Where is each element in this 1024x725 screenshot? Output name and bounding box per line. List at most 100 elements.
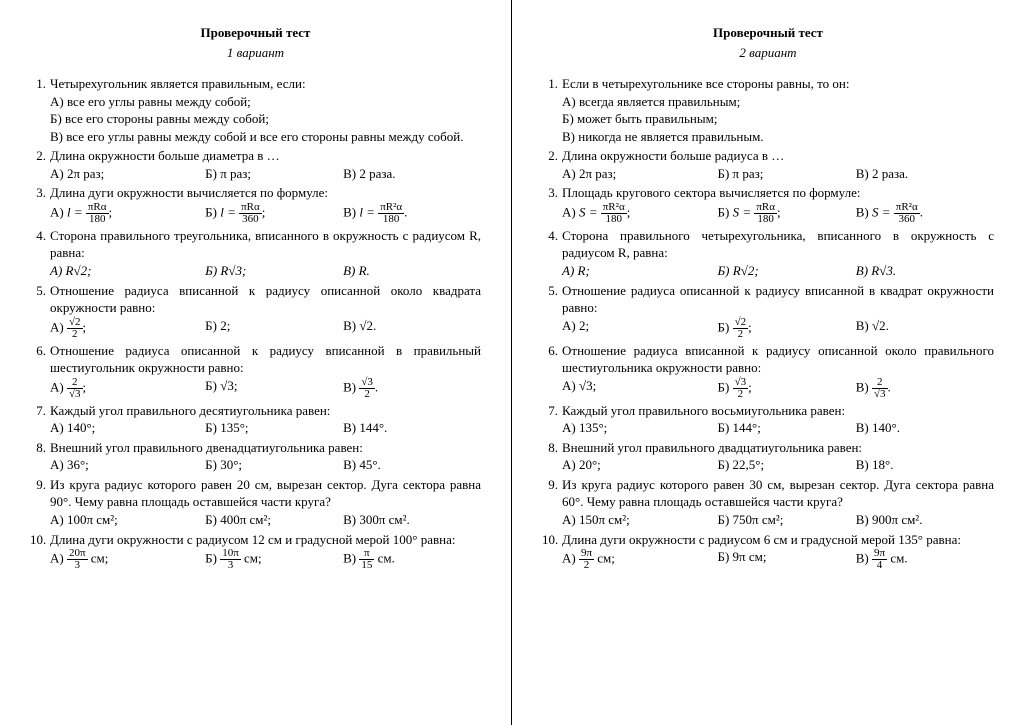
qbody: Длина дуги окружности с радиусом 6 см и … (562, 531, 994, 572)
qnum: 1. (30, 75, 50, 145)
opts-row: А) 2π раз; Б) π раз; В) 2 раза. (562, 165, 994, 183)
title-left: Проверочный тест (30, 24, 481, 42)
q1-left: 1. Четырехугольник является правильным, … (30, 75, 481, 145)
opt-a: А) √22; (50, 317, 205, 340)
opts-row: А) l = πRα180; Б) l = πRα360; В) l = πR²… (50, 202, 481, 225)
qbody: Сторона правильного треугольника, вписан… (50, 227, 481, 280)
q4-left: 4. Сторона правильного треугольника, впи… (30, 227, 481, 280)
qnum: 9. (542, 476, 562, 529)
qnum: 6. (542, 342, 562, 400)
opt-c: В) 2 раза. (856, 165, 994, 183)
opt-c: В) l = πR²α180. (343, 202, 481, 225)
opt-b: Б) 144°; (718, 419, 856, 437)
qbody: Сторона правильного четырехугольника, вп… (562, 227, 994, 280)
opt-a: А) S = πR²α180; (562, 202, 718, 225)
opt-c: В) S = πR²α360. (856, 202, 994, 225)
opt-c: В) 18°. (856, 456, 994, 474)
opt-b: Б) все его стороны равны между собой; (50, 110, 481, 128)
qbody: Из круга радиус которого равен 30 см, вы… (562, 476, 994, 529)
q10-right: 10. Длина дуги окружности с радиусом 6 с… (542, 531, 994, 572)
opt-b: Б) √22; (718, 317, 856, 340)
opt-a: А) 9π2 см; (562, 548, 718, 571)
opt-a: А) R; (562, 262, 718, 280)
opt-a: А) √3; (562, 377, 718, 400)
qnum: 4. (30, 227, 50, 280)
opt-a: А) 2π раз; (50, 165, 205, 183)
q-text: Четырехугольник является правильным, есл… (50, 76, 306, 91)
qnum: 8. (542, 439, 562, 474)
q-text: Отношение радиуса вписанной к радиусу оп… (562, 343, 994, 376)
opts-row: А) √22; Б) 2; В) √2. (50, 317, 481, 340)
qnum: 5. (542, 282, 562, 340)
qnum: 7. (542, 402, 562, 437)
qbody: Отношение радиуса описанной к радиусу вп… (50, 342, 481, 400)
qbody: Каждый угол правильного восьмиугольника … (562, 402, 994, 437)
q9-left: 9. Из круга радиус которого равен 20 см,… (30, 476, 481, 529)
qnum: 3. (30, 184, 50, 225)
qbody: Отношение радиуса вписанной к радиусу оп… (50, 282, 481, 340)
qnum: 10. (30, 531, 50, 572)
opt-b: Б) 10π3 см; (205, 548, 343, 571)
q-text: Длина окружности больше диаметра в … (50, 148, 280, 163)
qbody: Внешний угол правильного двадцатиугольни… (562, 439, 994, 474)
opt-a: А) R√2; (50, 262, 205, 280)
q6-right: 6. Отношение радиуса вписанной к радиусу… (542, 342, 994, 400)
q-text: Длина окружности больше радиуса в … (562, 148, 784, 163)
opts-row: А) √3; Б) √32; В) 2√3. (562, 377, 994, 400)
opts-row: А) R; Б) R√2; В) R√3. (562, 262, 994, 280)
subtitle-right: 2 вариант (542, 44, 994, 62)
opt-c: В) 900π см². (856, 511, 994, 529)
opt-c: В) √32. (343, 377, 481, 400)
opt-a: А) всегда является правильным; (562, 93, 994, 111)
q3-right: 3. Площадь кругового сектора вычисляется… (542, 184, 994, 225)
qbody: Длина дуги окружности с радиусом 12 см и… (50, 531, 481, 572)
opt-c: В) 140°. (856, 419, 994, 437)
questions-right: 1. Если в четырехугольнике все стороны р… (542, 75, 994, 571)
opt-a: А) 36°; (50, 456, 205, 474)
qnum: 5. (30, 282, 50, 340)
opts-row: А) 140°; Б) 135°; В) 144°. (50, 419, 481, 437)
opt-b: Б) 400π см²; (205, 511, 343, 529)
title-right: Проверочный тест (542, 24, 994, 42)
opt-b: Б) может быть правильным; (562, 110, 994, 128)
qnum: 3. (542, 184, 562, 225)
opts-row: А) S = πR²α180; Б) S = πRα180; В) S = πR… (562, 202, 994, 225)
opts-row: А) 100π см²; Б) 400π см²; В) 300π см². (50, 511, 481, 529)
qnum: 1. (542, 75, 562, 145)
opt-b: Б) π раз; (205, 165, 343, 183)
opts-row: А) 36°; Б) 30°; В) 45°. (50, 456, 481, 474)
qbody: Отношение радиуса вписанной к радиусу оп… (562, 342, 994, 400)
q-text: Отношение радиуса описанной к радиусу вп… (50, 343, 481, 376)
opt-a: А) l = πRα180; (50, 202, 205, 225)
opts-row: А) R√2; Б) R√3; В) R. (50, 262, 481, 280)
opt-a: А) 2; (562, 317, 718, 340)
q-text: Длина дуги окружности с радиусом 12 см и… (50, 532, 455, 547)
qnum: 7. (30, 402, 50, 437)
opt-c: В) √2. (343, 317, 481, 340)
q4-right: 4. Сторона правильного четырехугольника,… (542, 227, 994, 280)
q-text: Внешний угол правильного двадцатиугольни… (562, 440, 862, 455)
q-text: Отношение радиуса вписанной к радиусу оп… (50, 283, 481, 316)
opt-c: В) 9π4 см. (856, 548, 994, 571)
q2-left: 2. Длина окружности больше диаметра в … … (30, 147, 481, 182)
qnum: 8. (30, 439, 50, 474)
opt-c: В) 300π см². (343, 511, 481, 529)
opt-b: Б) R√3; (205, 262, 343, 280)
opt-a: А) 2√3; (50, 377, 205, 400)
opt-b: Б) 9π см; (718, 548, 856, 571)
q8-right: 8. Внешний угол правильного двадцатиугол… (542, 439, 994, 474)
opt-c: В) 45°. (343, 456, 481, 474)
subtitle-left: 1 вариант (30, 44, 481, 62)
q8-left: 8. Внешний угол правильного двенадцатиуг… (30, 439, 481, 474)
q-text: Каждый угол правильного десятиугольника … (50, 403, 330, 418)
opt-c: В) π15 см. (343, 548, 481, 571)
q-text: Площадь кругового сектора вычисляется по… (562, 185, 860, 200)
qbody: Четырехугольник является правильным, есл… (50, 75, 481, 145)
opt-c: В) 2√3. (856, 377, 994, 400)
qbody: Длина дуги окружности вычисляется по фор… (50, 184, 481, 225)
qnum: 9. (30, 476, 50, 529)
variant-1-column: Проверочный тест 1 вариант 1. Четырехуго… (0, 0, 512, 725)
qbody: Площадь кругового сектора вычисляется по… (562, 184, 994, 225)
opt-b: Б) 750π см²; (718, 511, 856, 529)
qbody: Отношение радиуса описанной к радиусу вп… (562, 282, 994, 340)
